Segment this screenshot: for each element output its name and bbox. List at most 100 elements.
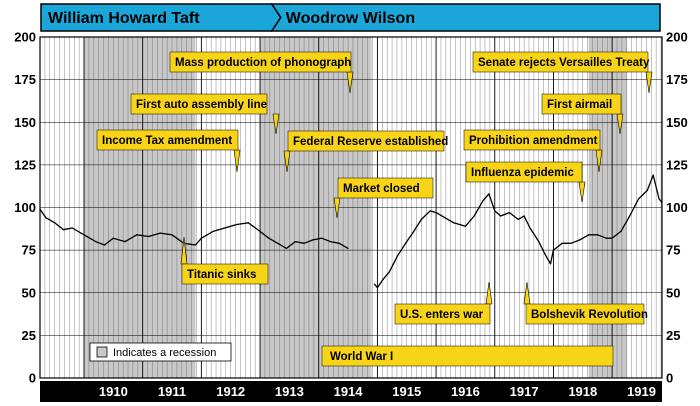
data-point bbox=[500, 215, 502, 217]
data-point bbox=[661, 201, 663, 203]
annotation: First auto assembly line bbox=[130, 93, 280, 135]
annotation-pointer bbox=[333, 197, 341, 219]
data-point bbox=[321, 237, 323, 239]
data-point bbox=[570, 242, 572, 244]
data-point bbox=[39, 208, 41, 210]
y-tick-label-right: 200 bbox=[666, 30, 688, 45]
plot-frame bbox=[39, 36, 663, 379]
annotation-box bbox=[321, 345, 614, 367]
data-point bbox=[54, 222, 56, 224]
data-point bbox=[549, 263, 552, 265]
data-point bbox=[147, 235, 150, 238]
annotation-label: Income Tax amendment bbox=[102, 135, 232, 147]
annotation: Bolshevik Revolution bbox=[523, 281, 648, 325]
data-point bbox=[268, 237, 270, 239]
annotation-label: Mass production of phonograph bbox=[175, 57, 351, 69]
president-name: William Howard Taft bbox=[48, 10, 200, 27]
annotation-pointer bbox=[272, 113, 280, 135]
data-point bbox=[529, 227, 531, 229]
annotation-label: Market closed bbox=[343, 183, 420, 195]
y-tick-label-right: 125 bbox=[666, 157, 688, 172]
data-point bbox=[652, 174, 654, 176]
data-point bbox=[136, 234, 138, 236]
annotation: Income Tax amendment bbox=[96, 129, 241, 173]
data-point bbox=[538, 241, 540, 243]
data-point bbox=[637, 198, 640, 200]
data-point bbox=[605, 237, 607, 239]
annotation-box bbox=[525, 303, 645, 325]
president-name: Woodrow Wilson bbox=[286, 10, 415, 27]
data-point bbox=[444, 217, 446, 219]
x-axis-band bbox=[40, 381, 662, 402]
y-tick-label-right: 100 bbox=[666, 200, 688, 215]
data-point bbox=[347, 247, 349, 250]
x-tick-label: 1918 bbox=[568, 384, 597, 399]
y-tick-label-right: 50 bbox=[666, 285, 680, 300]
x-tick-label: 1912 bbox=[216, 384, 245, 399]
y-tick-label-left: 100 bbox=[14, 200, 36, 215]
x-tick-label: 1913 bbox=[275, 384, 304, 399]
data-point bbox=[435, 212, 437, 214]
data-point bbox=[303, 242, 305, 244]
data-point bbox=[544, 252, 546, 255]
annotation-label: World War I bbox=[330, 351, 393, 363]
data-point bbox=[620, 230, 622, 232]
x-tick-label: 1916 bbox=[451, 384, 480, 399]
data-point bbox=[171, 234, 173, 236]
data-point bbox=[658, 198, 660, 200]
annotation-box bbox=[463, 129, 601, 151]
annotation: World War I bbox=[321, 345, 614, 367]
annotation-label: Bolshevik Revolution bbox=[531, 309, 648, 321]
data-point bbox=[159, 232, 161, 234]
data-point bbox=[473, 215, 475, 217]
data-point bbox=[488, 193, 490, 195]
y-axis-left: 0 25 50 75 100 125 150 175 200 bbox=[14, 30, 36, 386]
x-tick-label: 1917 bbox=[510, 384, 539, 399]
annotation: Senate rejects Versailles Treaty bbox=[472, 51, 653, 94]
annotation: Mass production of phonograph bbox=[169, 51, 354, 94]
data-point bbox=[388, 271, 390, 273]
annotations-layer: Income Tax amendment First auto assembly … bbox=[96, 51, 653, 367]
data-point bbox=[71, 227, 73, 229]
data-point bbox=[611, 237, 613, 239]
annotation-label: U.S. enters war bbox=[400, 309, 484, 321]
y-tick-label-left: 175 bbox=[14, 72, 36, 87]
y-tick-label-left: 125 bbox=[14, 157, 36, 172]
annotation-label: First airmail bbox=[547, 99, 612, 111]
x-tick-label: 1911 bbox=[158, 384, 186, 399]
x-tick-label: 1919 bbox=[627, 384, 656, 399]
data-point bbox=[329, 241, 332, 243]
x-axis: 1910 1911 1912 1913 1914 1915 1916 1917 1918 1919 bbox=[40, 381, 662, 402]
data-point bbox=[62, 229, 65, 231]
data-point bbox=[596, 234, 599, 236]
data-point bbox=[494, 210, 496, 212]
data-point bbox=[200, 237, 202, 239]
annotation-box bbox=[169, 51, 352, 73]
data-point bbox=[235, 223, 238, 226]
y-tick-label-right: 25 bbox=[666, 328, 680, 343]
data-point bbox=[285, 247, 288, 250]
annotation: Influenza epidemic bbox=[465, 161, 586, 203]
annotation-box bbox=[337, 177, 434, 199]
annotation-box bbox=[472, 51, 649, 73]
data-point bbox=[629, 215, 631, 217]
data-point bbox=[464, 225, 467, 227]
annotation-box bbox=[394, 303, 491, 325]
series-layer bbox=[39, 174, 663, 289]
annotation: Prohibition amendment bbox=[463, 129, 603, 173]
data-point bbox=[429, 210, 431, 212]
data-point bbox=[83, 234, 85, 236]
legend: Indicates a recession bbox=[89, 342, 232, 362]
legend-swatch bbox=[96, 346, 108, 358]
data-point bbox=[212, 230, 214, 232]
data-point bbox=[397, 254, 399, 256]
annotation-pointer bbox=[645, 71, 653, 94]
data-point bbox=[247, 222, 249, 224]
y-tick-label-right: 0 bbox=[666, 371, 673, 386]
data-point bbox=[294, 241, 296, 243]
data-point bbox=[124, 241, 126, 243]
data-point bbox=[103, 244, 106, 246]
annotation: Titanic sinks bbox=[180, 236, 269, 285]
annotation-pointer bbox=[283, 150, 291, 173]
data-point bbox=[420, 218, 423, 221]
